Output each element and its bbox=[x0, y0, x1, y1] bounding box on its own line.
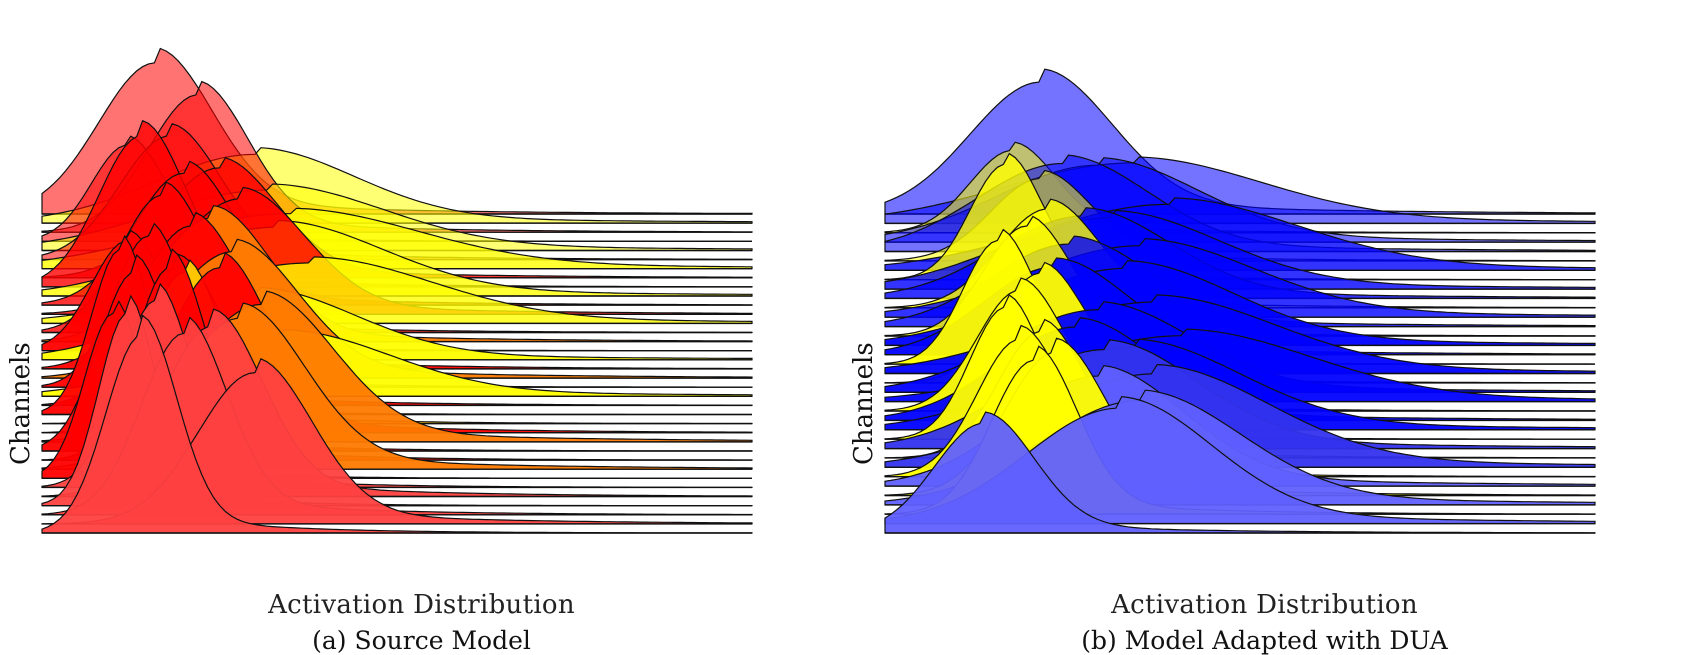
x-axis-label: Activation Distribution bbox=[268, 590, 575, 620]
ridgeline-plot-b bbox=[884, 68, 1596, 534]
panel-dua-model: Channels Activation Distribution (b) Mod… bbox=[843, 0, 1686, 655]
panel-source-model: Channels Activation Distribution (a) Sou… bbox=[6, 47, 753, 655]
panel-caption: (b) Model Adapted with DUA bbox=[1081, 626, 1448, 655]
ridges bbox=[884, 68, 1596, 534]
panel-caption: (a) Source Model bbox=[312, 626, 531, 655]
ridgeline-plot-a bbox=[41, 47, 753, 534]
ridges bbox=[41, 47, 753, 534]
x-axis-label: Activation Distribution bbox=[1111, 590, 1418, 620]
